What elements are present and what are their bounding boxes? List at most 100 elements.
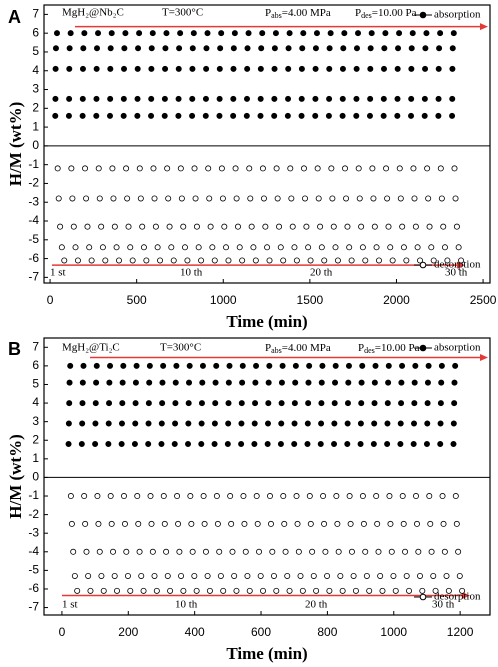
data-point	[102, 257, 109, 264]
data-point	[121, 520, 128, 527]
data-point	[449, 112, 456, 119]
data-point	[67, 30, 74, 37]
data-point	[344, 440, 351, 447]
y-tick-label: 2	[32, 100, 39, 114]
x-tick-label: 200	[118, 625, 138, 639]
plot-frame	[43, 4, 491, 284]
data-point	[213, 493, 220, 500]
data-point	[225, 420, 232, 427]
y-tick-label: -7	[28, 600, 39, 614]
data-point	[239, 379, 246, 386]
data-point	[161, 95, 168, 102]
data-point	[370, 195, 377, 202]
data-point	[293, 493, 300, 500]
data-point	[135, 45, 142, 52]
data-point	[297, 572, 304, 579]
data-point	[74, 257, 81, 264]
y-tick-label: -1	[28, 157, 39, 171]
data-point	[106, 379, 113, 386]
data-point	[295, 548, 302, 555]
data-point	[131, 440, 138, 447]
y-tick-label: 7	[32, 339, 39, 353]
y-tick-label: 3	[32, 82, 39, 96]
data-point	[211, 257, 218, 264]
data-point	[124, 195, 131, 202]
data-point	[257, 112, 264, 119]
data-point	[81, 30, 88, 37]
data-point	[86, 244, 93, 251]
data-point	[171, 440, 178, 447]
data-point	[189, 112, 196, 119]
data-point	[367, 65, 374, 72]
data-point	[216, 95, 223, 102]
data-point	[423, 440, 430, 447]
y-tick-label: -2	[28, 507, 39, 521]
data-point	[221, 223, 228, 230]
data-point	[191, 572, 198, 579]
data-point	[341, 30, 348, 37]
data-point	[113, 244, 120, 251]
x-tick-label: 600	[251, 625, 271, 639]
data-point	[402, 548, 409, 555]
y-tick-label: 4	[32, 63, 39, 77]
data-point	[265, 379, 272, 386]
data-point	[66, 400, 73, 407]
x-axis-title: Time (min)	[226, 312, 307, 331]
data-point	[412, 223, 419, 230]
data-point	[279, 362, 286, 369]
data-point	[122, 30, 129, 37]
data-point	[95, 165, 102, 172]
data-point	[83, 548, 90, 555]
data-point	[307, 257, 314, 264]
cycle-label: 1 st	[62, 599, 78, 611]
data-point	[360, 520, 367, 527]
data-point	[164, 165, 171, 172]
x-tick-label: 0	[47, 293, 54, 307]
data-point	[70, 223, 77, 230]
data-point	[88, 257, 95, 264]
data-point	[408, 95, 415, 102]
data-point	[244, 65, 251, 72]
data-point	[96, 548, 103, 555]
data-point	[187, 493, 194, 500]
data-point	[424, 400, 431, 407]
data-point	[152, 223, 159, 230]
data-point	[176, 548, 183, 555]
data-point	[100, 587, 107, 594]
cycle-label: 10 th	[175, 599, 198, 611]
data-point	[161, 520, 168, 527]
data-point	[340, 45, 347, 52]
data-point	[243, 112, 250, 119]
legend-marker	[419, 344, 427, 352]
data-point	[120, 493, 127, 500]
data-point	[92, 440, 99, 447]
arrow-head	[462, 591, 470, 599]
data-point	[437, 440, 444, 447]
data-point	[398, 379, 405, 386]
data-point	[241, 520, 248, 527]
data-point	[408, 112, 415, 119]
data-point	[137, 195, 144, 202]
data-point	[198, 420, 205, 427]
data-point	[180, 223, 187, 230]
data-point	[160, 362, 167, 369]
data-point	[452, 493, 459, 500]
data-point	[149, 30, 156, 37]
data-point	[347, 520, 354, 527]
data-point	[445, 587, 452, 594]
data-point	[232, 165, 239, 172]
data-point	[298, 112, 305, 119]
data-point	[386, 493, 393, 500]
data-point	[257, 65, 264, 72]
data-point	[339, 587, 346, 594]
cycle-label: 30 th	[432, 599, 455, 611]
data-point	[286, 587, 293, 594]
data-point	[304, 420, 311, 427]
data-point	[177, 165, 184, 172]
data-point	[273, 165, 280, 172]
data-point	[193, 587, 200, 594]
data-point	[344, 223, 351, 230]
data-point	[318, 420, 325, 427]
data-point	[66, 45, 73, 52]
